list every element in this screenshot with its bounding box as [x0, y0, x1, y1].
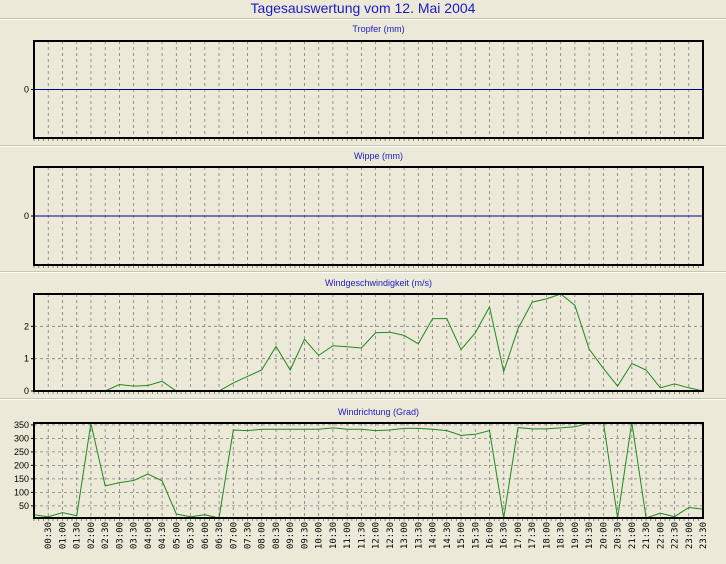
panel-title: Wippe (mm)	[354, 151, 403, 161]
divider	[0, 18, 726, 20]
plot-frame	[33, 40, 704, 139]
x-tick-label: 16:30	[500, 522, 510, 549]
x-tick-label: 22:30	[671, 522, 681, 549]
x-tick-label: 02:30	[101, 522, 111, 549]
x-tick-label: 10:30	[329, 522, 339, 549]
series-line	[34, 294, 703, 391]
x-tick-label: 12:00	[372, 522, 382, 549]
x-tick-label: 06:00	[201, 522, 211, 549]
x-tick-label: 22:00	[656, 522, 666, 549]
report-title: Tagesauswertung vom 12. Mai 2004	[250, 0, 476, 16]
x-tick-label: 04:00	[144, 522, 154, 549]
x-tick-label: 23:30	[699, 522, 709, 549]
y-tick-label: 150	[14, 474, 29, 484]
x-tick-label: 09:30	[300, 522, 310, 549]
x-tick-label: 13:00	[400, 522, 410, 549]
panel-title: Windgeschwindigkeit (m/s)	[325, 278, 432, 288]
x-tick-label: 07:00	[229, 522, 239, 549]
y-tick-label: 2	[24, 321, 29, 331]
plot-area	[34, 294, 703, 391]
x-tick-label: 13:30	[414, 522, 424, 549]
x-tick-label: 08:00	[258, 522, 268, 549]
plot-frame	[33, 422, 704, 519]
panel-2: Windgeschwindigkeit (m/s) 0 1 2	[24, 278, 704, 396]
x-tick-label: 10:00	[315, 522, 325, 549]
x-tick-label: 05:00	[172, 522, 182, 549]
x-tick-label: 01:30	[73, 522, 83, 549]
divider	[0, 271, 726, 273]
panel-1: Wippe (mm) 0	[24, 151, 704, 268]
x-tick-label: 23:00	[685, 522, 695, 549]
x-tick-label: 11:30	[357, 522, 367, 549]
x-tick-label: 19:00	[571, 522, 581, 549]
x-tick-label: 06:30	[215, 522, 225, 549]
y-tick-label: 200	[14, 460, 29, 470]
x-tick-label: 11:00	[343, 522, 353, 549]
x-tick-label: 08:30	[272, 522, 282, 549]
x-tick-label: 21:00	[628, 522, 638, 549]
x-tick-label: 20:30	[614, 522, 624, 549]
panel-0: Tropfer (mm) 0	[24, 24, 704, 141]
y-tick-label: 0	[24, 386, 29, 396]
x-tick-label: 15:00	[457, 522, 467, 549]
x-tick-label: 09:00	[286, 522, 296, 549]
y-tick-label: 350	[14, 420, 29, 430]
x-tick-label: 17:00	[514, 522, 524, 549]
panel-3: Windrichtung (Grad) 50 100 150 200 250 300 350	[14, 407, 704, 521]
plot-area	[34, 423, 703, 518]
y-tick-label: 100	[14, 487, 29, 497]
y-tick-label: 250	[14, 447, 29, 457]
divider	[0, 145, 726, 147]
panel-title: Tropfer (mm)	[352, 24, 404, 34]
panel-title: Windrichtung (Grad)	[338, 407, 419, 417]
y-tick-label: 50	[19, 501, 29, 511]
y-tick-label: 300	[14, 433, 29, 443]
y-tick-label: 0	[24, 85, 29, 95]
x-tick-label: 03:00	[115, 522, 125, 549]
y-tick-label: 1	[24, 354, 29, 364]
x-tick-label: 07:30	[244, 522, 254, 549]
x-tick-label: 17:30	[528, 522, 538, 549]
plot-frame	[33, 293, 704, 392]
x-tick-label: 03:30	[130, 522, 140, 549]
x-tick-label: 12:30	[386, 522, 396, 549]
divider	[0, 398, 726, 400]
x-tick-label: 04:30	[158, 522, 168, 549]
x-tick-label: 20:00	[599, 522, 609, 549]
x-tick-label: 16:00	[485, 522, 495, 549]
x-tick-label: 21:30	[642, 522, 652, 549]
y-tick-label: 0	[24, 211, 29, 221]
x-tick-label: 00:30	[44, 522, 54, 549]
x-tick-label: 18:00	[542, 522, 552, 549]
x-tick-label: 05:30	[187, 522, 197, 549]
x-tick-label: 14:30	[443, 522, 453, 549]
x-tick-label: 19:30	[585, 522, 595, 549]
x-tick-label: 01:00	[58, 522, 68, 549]
x-tick-label: 14:00	[429, 522, 439, 549]
plot-frame	[33, 166, 704, 266]
x-tick-label: 02:00	[87, 522, 97, 549]
x-tick-label: 18:30	[557, 522, 567, 549]
x-tick-label: 15:30	[471, 522, 481, 549]
series-line	[34, 423, 703, 518]
